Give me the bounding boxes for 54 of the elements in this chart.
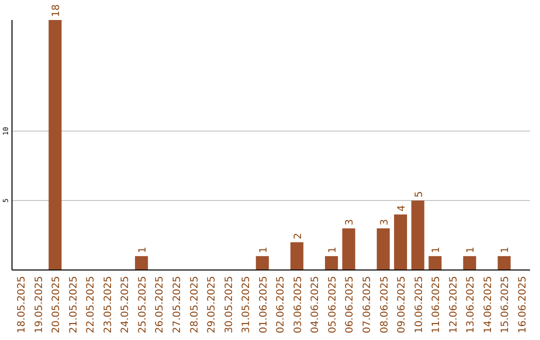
data-label: 3 — [344, 218, 356, 226]
x-tick-label: 06.06.2025 — [344, 276, 356, 334]
bar — [342, 228, 356, 270]
x-tick-label: 11.06.2025 — [431, 276, 442, 334]
x-tick-label: 08.06.2025 — [379, 276, 390, 334]
bar — [290, 242, 304, 270]
x-tick-label: 28.05.2025 — [189, 276, 200, 334]
x-tick-label: 04.06.2025 — [310, 276, 322, 334]
bar — [134, 256, 148, 270]
data-label: 1 — [258, 246, 270, 254]
data-label: 3 — [379, 218, 390, 226]
x-tick-label: 07.06.2025 — [362, 276, 373, 334]
data-label: 18 — [51, 4, 62, 17]
bar — [411, 200, 424, 270]
bar — [463, 256, 476, 270]
x-tick-label: 31.05.2025 — [241, 276, 252, 334]
x-tick-label: 01.06.2025 — [258, 276, 270, 334]
x-tick-label: 05.06.2025 — [327, 276, 338, 334]
x-tick-label: 29.05.2025 — [206, 276, 218, 334]
x-tick-label: 20.05.2025 — [51, 276, 62, 334]
data-label: 4 — [396, 205, 408, 212]
x-tick-label: 24.05.2025 — [120, 276, 132, 334]
data-label: 1 — [466, 246, 477, 254]
x-tick-label: 13.06.2025 — [466, 276, 477, 334]
bar — [376, 228, 390, 270]
x-tick-label: 19.05.2025 — [34, 276, 45, 334]
x-tick-label: 18.05.2025 — [16, 276, 28, 334]
bar — [324, 256, 338, 270]
data-label: 1 — [327, 246, 338, 254]
x-tick-label: 10.06.2025 — [414, 276, 425, 334]
data-label: 1 — [500, 246, 512, 254]
x-tick-label: 22.05.2025 — [86, 276, 97, 334]
x-tick-label: 03.06.2025 — [292, 276, 304, 334]
x-tick-label: 02.06.2025 — [276, 276, 287, 334]
x-tick-label: 27.05.2025 — [172, 276, 183, 334]
bar — [256, 256, 269, 270]
data-label: 2 — [292, 232, 304, 240]
data-label: 1 — [137, 246, 148, 254]
data-label: 1 — [431, 246, 442, 254]
x-tick-label: 21.05.2025 — [68, 276, 80, 334]
x-tick-label: 12.06.2025 — [448, 276, 460, 334]
bar — [498, 256, 511, 270]
x-tick-label: 09.06.2025 — [396, 276, 408, 334]
data-label: 5 — [414, 191, 425, 198]
x-tick-label: 15.06.2025 — [500, 276, 512, 334]
bar — [394, 214, 408, 270]
x-tick-label: 30.05.2025 — [224, 276, 235, 334]
bar — [428, 256, 442, 270]
x-tick-label: 16.06.2025 — [517, 276, 528, 334]
bar — [48, 20, 62, 270]
x-tick-label: 26.05.2025 — [154, 276, 166, 334]
x-tick-label: 14.06.2025 — [482, 276, 494, 334]
x-tick-label: 25.05.2025 — [137, 276, 148, 334]
x-tick-label: 23.05.2025 — [102, 276, 114, 334]
